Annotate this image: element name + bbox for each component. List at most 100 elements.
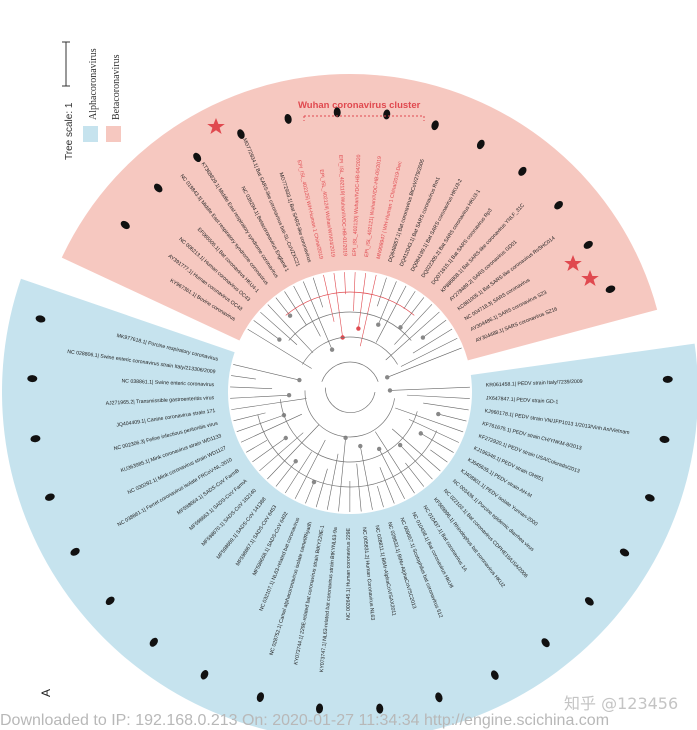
tree-branch: [408, 419, 459, 443]
clade-backgrounds: [2, 73, 697, 730]
tree-branch: [375, 285, 407, 343]
tree-arc: [321, 361, 379, 382]
tree-node: [398, 325, 403, 330]
tree-branch: [423, 402, 469, 411]
civet-icon: [200, 670, 209, 680]
tree-branch: [253, 320, 280, 340]
tree-branch: [294, 439, 326, 499]
camel-icon: [237, 129, 245, 139]
human-icon: [490, 670, 499, 680]
civet-icon: [153, 183, 163, 193]
tree-branch: [333, 273, 343, 338]
dog-icon: [120, 220, 130, 230]
tree-branch: [420, 433, 454, 453]
tree-branch: [259, 432, 304, 472]
tree-branch: [312, 277, 324, 308]
tree-branch: [406, 394, 470, 399]
cluster-bracket: [303, 115, 425, 121]
legend-label-alpha: Alphacoronavirus: [88, 48, 99, 120]
tree-branch: [231, 398, 307, 410]
tree-branch: [275, 297, 291, 316]
tree-branch: [377, 486, 384, 508]
dog-icon: [619, 548, 630, 557]
tree-node: [436, 411, 441, 417]
cow-icon: [435, 692, 443, 703]
pig-icon: [659, 435, 670, 443]
tree-branch: [252, 437, 286, 463]
tree-node: [358, 443, 363, 449]
tree-branch: [247, 328, 312, 369]
tree-branch: [230, 386, 273, 390]
tree-branch: [275, 461, 296, 487]
leaf-label: JX647847.1| PEDV strain GD-1: [486, 395, 559, 405]
tree-node: [329, 347, 335, 352]
cow-icon: [30, 435, 41, 443]
betacoronavirus-sector: [61, 73, 658, 361]
camel-icon: [605, 285, 616, 293]
tree-branch: [338, 437, 346, 512]
tree-branch: [438, 413, 467, 422]
leaf-label: AJ271965.2| Transmissible gastroenteriti…: [106, 395, 215, 407]
leaf-label: NC 002645.1| Human coronavirus 229E: [346, 527, 352, 619]
tree-branches: [230, 272, 470, 513]
tree-branch: [353, 272, 356, 312]
tree-arc: [325, 387, 376, 413]
tree-node: [343, 435, 348, 440]
tree-node: [297, 377, 302, 383]
tree-branch: [267, 304, 314, 353]
tree-branch: [391, 428, 441, 472]
tree-branch: [315, 468, 328, 508]
tree-arc: [288, 311, 412, 341]
human-icon: [45, 493, 55, 501]
tree-node: [418, 431, 423, 436]
tree-node: [356, 326, 361, 331]
ferret-icon: [476, 139, 485, 150]
cat-icon: [27, 375, 38, 383]
tree-arc: [304, 390, 395, 438]
cat-icon: [376, 703, 384, 714]
star-icon: [581, 270, 599, 286]
legend: Alphacoronavirus Betacoronavirus: [83, 48, 122, 142]
star-icon: [564, 255, 582, 271]
tree-branch: [430, 449, 448, 463]
tree-branch: [231, 375, 256, 380]
tree-branch: [284, 451, 312, 494]
leaf-label: KR061458.1| PEDV strain Italy/7239/2009: [486, 379, 583, 389]
tree-branch: [400, 297, 425, 328]
tree-branch: [356, 463, 362, 512]
tree-arc: [280, 399, 418, 463]
ferret-icon: [105, 596, 115, 606]
bat-icon: [70, 547, 80, 556]
tree-branch: [359, 274, 377, 347]
tree-branch: [293, 285, 321, 337]
panel-label: A: [39, 689, 53, 697]
tree-branch: [387, 347, 462, 378]
tree-branch: [412, 328, 453, 354]
dog-icon: [518, 166, 527, 176]
tree-node: [277, 337, 282, 342]
tree-branch: [240, 413, 302, 443]
pig-icon: [256, 692, 265, 703]
tree-branch: [395, 407, 464, 433]
legend-swatch-beta: [106, 126, 121, 142]
tree-core: [242, 284, 458, 500]
tree-scale-label: Tree scale: 1: [64, 102, 75, 160]
tree-arc: [302, 336, 398, 365]
tree-branch: [394, 304, 433, 345]
wuhan-cluster-annotation: Wuhan coronavirus cluster: [298, 100, 425, 121]
bat-icon: [541, 638, 550, 648]
tree-branch: [326, 453, 339, 510]
alphacoronavirus-sector: [2, 278, 697, 730]
leaf-label: EPI_ISL_402119| Wuhan/IVDC-HB-01/2019: [337, 155, 348, 257]
highlight-stars: [207, 118, 599, 286]
tree-branch: [267, 424, 320, 480]
tree-branch: [230, 394, 290, 399]
bat-icon: [431, 120, 439, 131]
camel-icon: [316, 703, 324, 714]
tree-branch: [305, 481, 315, 504]
cow-icon: [333, 107, 341, 118]
tree-node: [287, 313, 293, 318]
cluster-label: Wuhan coronavirus cluster: [298, 100, 421, 111]
watermark: 知乎 @123456: [564, 694, 679, 713]
tree-node: [311, 479, 317, 485]
